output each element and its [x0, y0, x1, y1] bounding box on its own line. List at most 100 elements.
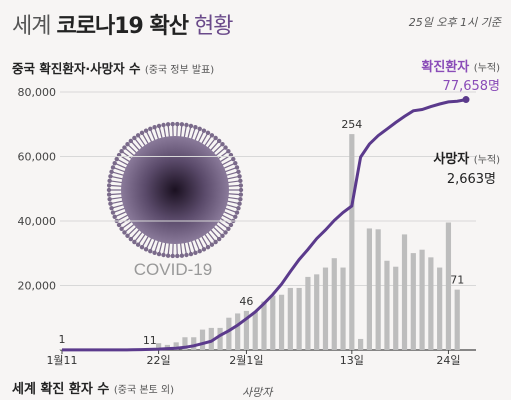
- virus-spike-tip: [179, 122, 185, 127]
- virus-spike-tip: [106, 187, 112, 193]
- virus-spike-tip: [238, 187, 244, 193]
- virus-spike-tip: [156, 123, 162, 129]
- bar-value-label: 46: [239, 295, 253, 308]
- title-part-3: 현황: [193, 14, 233, 39]
- virus-spike-tip: [238, 196, 243, 202]
- virus-spike-tip: [161, 122, 166, 128]
- virus-spike-tip: [143, 247, 149, 252]
- virus-spike-tip: [216, 236, 222, 242]
- virus-spike-tip: [234, 210, 240, 215]
- death-bar: [270, 295, 276, 350]
- x-tick-label: 1월11: [46, 354, 77, 367]
- bar-value-label: 11: [143, 334, 157, 347]
- virus-spike-tip: [179, 253, 185, 258]
- x-tick-label: 2월1일: [229, 353, 263, 367]
- death-bar: [261, 301, 267, 350]
- virus-spike-tip: [106, 192, 112, 197]
- virus-spike-tip: [201, 128, 207, 133]
- virus-spike-tip: [143, 128, 149, 133]
- death-bar: [340, 267, 346, 350]
- x-tick-label: 24일: [436, 353, 460, 367]
- death-bar: [322, 267, 329, 350]
- death-bar: [278, 294, 285, 350]
- death-bar: [349, 134, 355, 350]
- date-note: 25일 오후 1시 기준: [408, 16, 501, 29]
- title-part-1: 세계: [12, 14, 51, 39]
- y-tick-label: 60,000: [18, 151, 57, 164]
- virus-spike-tip: [175, 121, 180, 127]
- chart-subtitle: 중국 확진환자·사망자 수 (중국 정부 발표): [12, 58, 214, 77]
- virus-spike-tip: [201, 247, 207, 252]
- death-bar: [226, 317, 232, 350]
- virus-spike-tip: [108, 174, 113, 179]
- bottom-note: (중국 본토 외): [113, 385, 175, 396]
- virus-spike-tip: [216, 138, 222, 144]
- virus-spike-tip: [188, 251, 194, 257]
- virus-spike-tip: [161, 252, 166, 258]
- virus-spike-tip: [106, 183, 112, 188]
- virus-spike-tip: [223, 230, 228, 235]
- virus-spike-tip: [122, 145, 127, 150]
- virus-illustration: [106, 121, 244, 259]
- virus-spike-tip: [197, 248, 202, 254]
- virus-spike-tip: [233, 160, 238, 166]
- death-bar: [445, 222, 452, 350]
- virus-spike-tip: [238, 178, 243, 184]
- virus-spike-tip: [119, 226, 124, 231]
- death-bar: [437, 267, 443, 350]
- title-part-2: 코로나19 확산: [56, 14, 188, 39]
- death-bar: [454, 289, 460, 350]
- virus-spike-tip: [220, 233, 225, 239]
- virus-spike-tip: [213, 135, 218, 141]
- x-tick-label: 22일: [147, 353, 171, 367]
- death-bar: [384, 260, 390, 350]
- virus-spike-tip: [170, 121, 175, 127]
- death-bar: [182, 337, 188, 350]
- virus-spike-tip: [110, 210, 116, 215]
- virus-spike-tip: [148, 248, 153, 254]
- virus-body: [121, 136, 229, 244]
- bar-value-label: 1: [59, 333, 66, 346]
- virus-spike-tip: [122, 230, 127, 235]
- bottom-title: 세계 확진 환자 수 (중국 본토 외): [12, 378, 174, 397]
- death-bar: [305, 276, 311, 350]
- virus-spike-tip: [148, 126, 153, 132]
- death-bar: [410, 253, 416, 350]
- virus-spike-tip: [112, 160, 117, 166]
- virus-spike-tip: [231, 156, 236, 162]
- virus-spike-tip: [125, 233, 130, 239]
- confirmed-note: (누적): [474, 62, 500, 74]
- death-bar: [217, 327, 223, 350]
- virus-spike-tip: [226, 149, 231, 154]
- virus-spike-tip: [205, 130, 211, 136]
- y-tick-label: 20,000: [18, 280, 57, 293]
- death-bar: [191, 337, 197, 350]
- virus-spike-tip: [197, 126, 202, 132]
- death-bar: [419, 249, 425, 350]
- virus-label: COVID-19: [134, 260, 212, 279]
- virus-spike-tip: [119, 149, 124, 154]
- virus-spike-tip: [128, 236, 134, 242]
- virus-spike-tip: [107, 178, 112, 184]
- virus-spike-tip: [132, 135, 137, 141]
- confirmed-name: 확진환자: [421, 59, 469, 75]
- deaths-legend: 사망자 (누적): [433, 151, 500, 167]
- virus-spike-tip: [237, 174, 242, 179]
- confirmed-line-end: [462, 96, 470, 104]
- death-bar: [331, 258, 337, 350]
- death-bar: [375, 229, 381, 350]
- virus-spike-tip: [193, 250, 198, 255]
- deaths-end-label: 2,663명: [447, 172, 496, 187]
- virus-spike-tip: [220, 141, 225, 147]
- virus-spike-tip: [226, 226, 231, 231]
- virus-spike-tip: [209, 133, 215, 138]
- bar-value-label: 71: [450, 274, 464, 287]
- death-bar: [235, 313, 241, 350]
- subtitle-label: 중국 확진환자·사망자 수: [12, 61, 141, 76]
- virus-spike-tip: [108, 201, 113, 206]
- virus-spike-tip: [205, 244, 211, 250]
- subtitle-note: (중국 정부 발표): [144, 65, 215, 76]
- virus-spike-tip: [175, 253, 180, 259]
- virus-spike-tip: [228, 222, 234, 228]
